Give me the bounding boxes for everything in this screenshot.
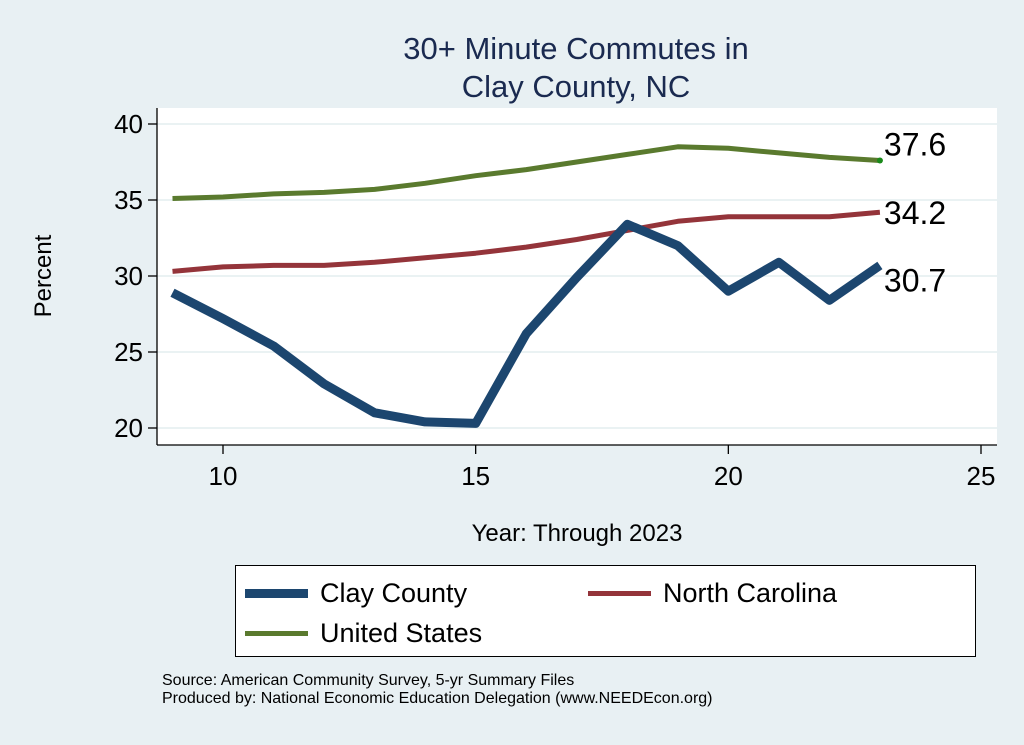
end-label: 34.2: [884, 195, 946, 231]
x-axis-label: Year: Through 2023: [471, 520, 683, 547]
y-tick-label: 40: [114, 109, 143, 139]
x-tick-label: 20: [714, 461, 743, 491]
legend-label: Clay County: [320, 578, 468, 608]
series-line-united-states: [172, 144, 881, 201]
legend-item-united-states: United States: [245, 618, 482, 649]
chart-title: 30+ Minute Commutes in Clay County, NC: [170, 30, 982, 106]
legend-swatch-clay-county: [245, 589, 308, 598]
legend-label: United States: [320, 618, 483, 648]
series-line-north-carolina: [172, 209, 881, 274]
legend-swatch-north-carolina: [588, 591, 651, 596]
chart-notes: Source: American Community Survey, 5-yr …: [162, 672, 713, 708]
y-tick-label: 25: [114, 337, 143, 367]
end-marker: [876, 157, 883, 164]
legend-item-north-carolina: North Carolina: [588, 578, 837, 609]
x-tick-label: 10: [209, 461, 238, 491]
x-tick-label: 15: [461, 461, 490, 491]
y-tick-label: 30: [114, 261, 143, 291]
chart-title-line-1: 30+ Minute Commutes in: [403, 31, 749, 66]
legend: Clay County North Carolina United States: [235, 565, 976, 657]
x-tick-label: 25: [967, 461, 996, 491]
legend-label: North Carolina: [663, 578, 838, 608]
end-label: 37.6: [884, 126, 946, 162]
produced-by-note: Produced by: National Economic Education…: [162, 690, 713, 707]
y-tick-label: 35: [114, 185, 143, 215]
source-note: Source: American Community Survey, 5-yr …: [162, 672, 575, 689]
chart-title-line-2: Clay County, NC: [461, 69, 691, 104]
y-tick-label: 20: [114, 413, 143, 443]
y-axis-label: Percent: [30, 234, 57, 318]
series-line-clay-county: [170, 219, 883, 428]
legend-item-clay-county: Clay County: [245, 578, 467, 609]
end-label: 30.7: [884, 262, 946, 298]
legend-swatch-united-states: [245, 631, 308, 636]
